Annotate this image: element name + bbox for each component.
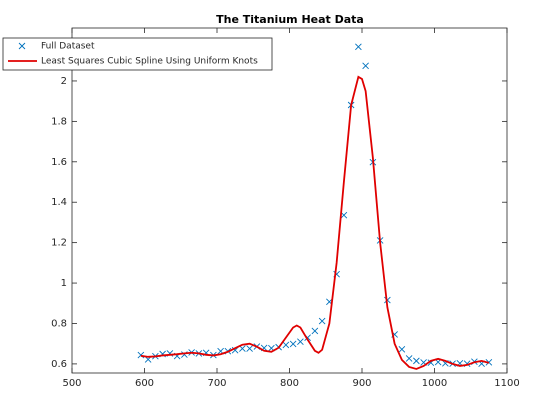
y-tick-label: 1.4 <box>51 197 67 208</box>
data-point <box>398 346 406 353</box>
x-tick-label: 600 <box>135 378 154 389</box>
x-tick-label: 900 <box>352 378 371 389</box>
x-tick-label: 700 <box>207 378 226 389</box>
y-tick-label: 2 <box>61 76 67 87</box>
legend: Full Dataset Least Squares Cubic Spline U… <box>2 37 273 71</box>
x-tick-label: 500 <box>62 378 81 389</box>
data-point <box>289 340 297 348</box>
y-tick-label: 1.8 <box>51 116 67 127</box>
x-tick-label: 800 <box>280 378 299 389</box>
spline-line <box>140 75 490 370</box>
data-point <box>246 345 253 352</box>
y-tick-label: 0.6 <box>51 359 67 370</box>
legend-label: Least Squares Cubic Spline Using Uniform… <box>41 57 258 67</box>
data-point <box>355 43 362 51</box>
x-tick-label: 1100 <box>494 378 519 389</box>
legend-marker <box>18 42 26 50</box>
data-point <box>413 357 420 365</box>
y-tick-label: 1.6 <box>51 157 67 168</box>
legend-label: Full Dataset <box>41 42 95 52</box>
x-tick-label: 1000 <box>422 378 447 389</box>
data-point <box>137 351 145 359</box>
data-point <box>282 341 290 349</box>
data-point <box>405 355 413 362</box>
y-tick-label: 0.8 <box>51 318 67 329</box>
data-point <box>297 338 304 345</box>
y-tick-label: 1 <box>61 278 67 289</box>
data-point <box>311 327 319 335</box>
data-point <box>318 317 326 325</box>
chart-title: The Titanium Heat Data <box>216 13 364 26</box>
y-tick-label: 1.2 <box>51 238 67 249</box>
legend-box <box>2 37 273 71</box>
plot-area <box>71 27 508 374</box>
data-point <box>362 62 369 70</box>
